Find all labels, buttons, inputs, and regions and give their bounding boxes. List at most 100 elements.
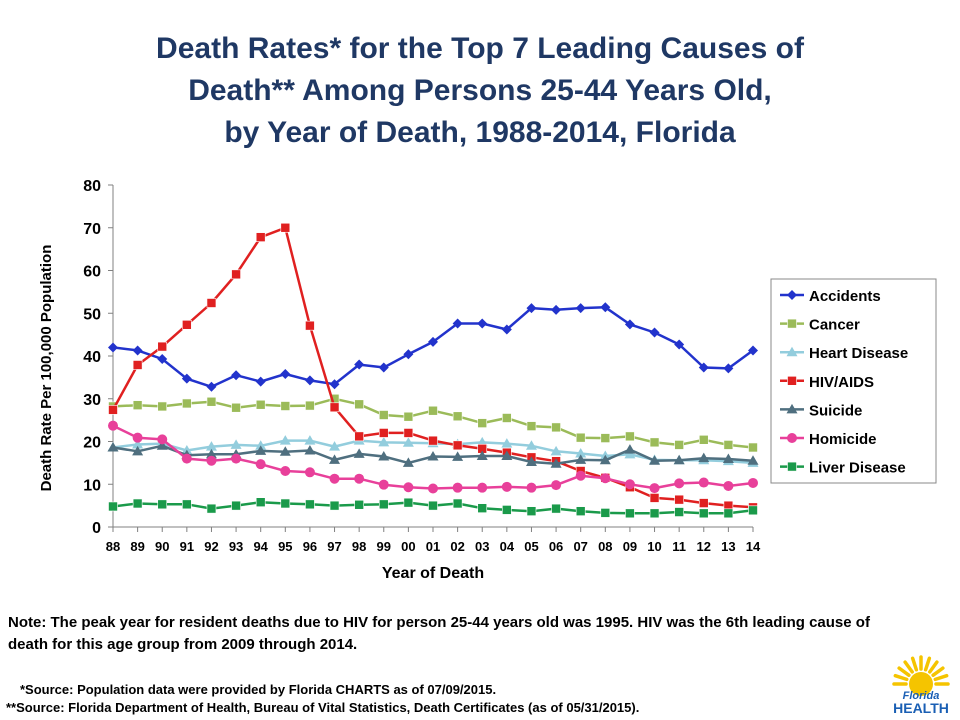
data-point-homicide [206, 455, 217, 466]
data-point-homicide [132, 432, 143, 443]
legend-label: HIV/AIDS [809, 374, 874, 391]
series-hiv-aids [108, 222, 758, 513]
data-point-liver-disease [108, 501, 118, 512]
legend-item-hiv-aids: HIV/AIDS [780, 374, 874, 391]
data-point-cancer [280, 401, 291, 411]
legend-item-suicide: Suicide [780, 402, 862, 419]
x-tick-label: 89 [130, 539, 144, 554]
data-point-cancer [305, 400, 315, 411]
x-tick-label: 90 [155, 539, 169, 554]
data-point-liver-disease [403, 497, 414, 508]
data-point-cancer [182, 398, 192, 409]
sun-ray [910, 656, 919, 672]
y-tick-label: 10 [83, 477, 101, 494]
data-point-heart-disease [205, 441, 217, 451]
legend-label: Liver Disease [809, 460, 906, 477]
legend-label: Homicide [809, 431, 877, 448]
data-point-hiv-aids [157, 341, 168, 352]
data-point-cancer [649, 437, 660, 448]
data-point-hiv-aids [403, 428, 414, 438]
legend-label: Heart Disease [809, 345, 908, 362]
data-point-cancer [502, 413, 512, 423]
data-point-hiv-aids [132, 360, 143, 370]
data-point-accidents [329, 379, 340, 390]
legend-label: Cancer [809, 317, 860, 334]
chart-title-line-3: by Year of Death, 1988-2014, Florida [224, 116, 736, 149]
data-point-liver-disease [698, 508, 709, 519]
data-point-homicide [600, 473, 611, 484]
legend-swatch-marker [786, 403, 798, 414]
data-point-homicide [354, 473, 365, 484]
data-point-cancer [723, 440, 734, 450]
data-point-suicide [722, 453, 734, 464]
x-tick-label: 09 [623, 539, 637, 554]
chart-title: Death Rates* for the Top 7 Leading Cause… [40, 28, 920, 154]
data-point-liver-disease [255, 497, 266, 508]
data-point-liver-disease [575, 506, 586, 516]
data-point-homicide [255, 459, 266, 470]
data-point-suicide [107, 441, 119, 452]
data-point-homicide [329, 473, 340, 484]
sun-ray [893, 673, 909, 682]
x-tick-label: 10 [647, 539, 661, 554]
data-point-hiv-aids [182, 319, 192, 330]
series-homicide [108, 420, 758, 494]
data-point-homicide [624, 479, 635, 490]
data-point-heart-disease [378, 436, 390, 447]
data-point-homicide [551, 480, 562, 491]
data-point-hiv-aids [231, 269, 241, 280]
sun-ray [923, 656, 932, 672]
data-point-hiv-aids [674, 494, 684, 505]
data-point-suicide [525, 456, 537, 467]
data-point-suicide [476, 450, 488, 461]
data-point-homicide [157, 434, 168, 445]
data-point-heart-disease [255, 440, 267, 450]
data-point-liver-disease [551, 503, 561, 514]
data-point-suicide [156, 440, 168, 450]
data-point-liver-disease [280, 498, 291, 509]
sun-ray [931, 666, 945, 677]
sun-ray [933, 673, 949, 682]
data-point-homicide [674, 478, 685, 489]
y-tick-label: 50 [83, 306, 101, 323]
x-tick-label: 07 [573, 539, 587, 554]
data-point-liver-disease [748, 505, 758, 516]
y-tick-label: 30 [83, 392, 101, 409]
legend-item-heart-disease: Heart Disease [780, 345, 908, 362]
data-point-accidents [748, 345, 758, 356]
data-point-suicide [304, 444, 316, 455]
legend-item-accidents: Accidents [780, 288, 881, 305]
data-point-liver-disease [428, 500, 438, 511]
data-point-liver-disease [206, 503, 217, 514]
series-line-hiv-aids [111, 226, 754, 509]
legend-swatch-marker [787, 375, 797, 386]
data-point-accidents [698, 362, 709, 373]
data-point-hiv-aids [280, 222, 291, 233]
x-tick-label: 92 [204, 539, 218, 554]
data-point-homicide [378, 479, 389, 490]
data-point-heart-disease [550, 445, 562, 456]
data-point-accidents [575, 303, 586, 314]
series-cancer [108, 393, 758, 453]
x-tick-label: 11 [672, 539, 686, 554]
data-point-heart-disease [501, 438, 513, 448]
data-point-liver-disease [452, 498, 463, 509]
data-point-cancer [132, 400, 143, 410]
x-tick-label: 88 [106, 539, 120, 554]
data-point-accidents [231, 370, 242, 381]
data-point-accidents [649, 327, 660, 338]
chart-title-line-1: Death Rates* for the Top 7 Leading Cause… [156, 32, 804, 65]
data-point-homicide [698, 477, 709, 488]
data-point-accidents [206, 381, 217, 392]
y-tick-label: 40 [83, 349, 101, 366]
data-point-cancer [157, 401, 168, 412]
data-point-homicide [649, 483, 660, 494]
data-point-homicide [526, 482, 537, 493]
data-point-hiv-aids [354, 431, 364, 442]
y-tick-label: 0 [92, 520, 101, 537]
data-point-cancer [625, 431, 635, 442]
series-suicide [107, 440, 759, 468]
data-point-cancer [748, 442, 758, 453]
